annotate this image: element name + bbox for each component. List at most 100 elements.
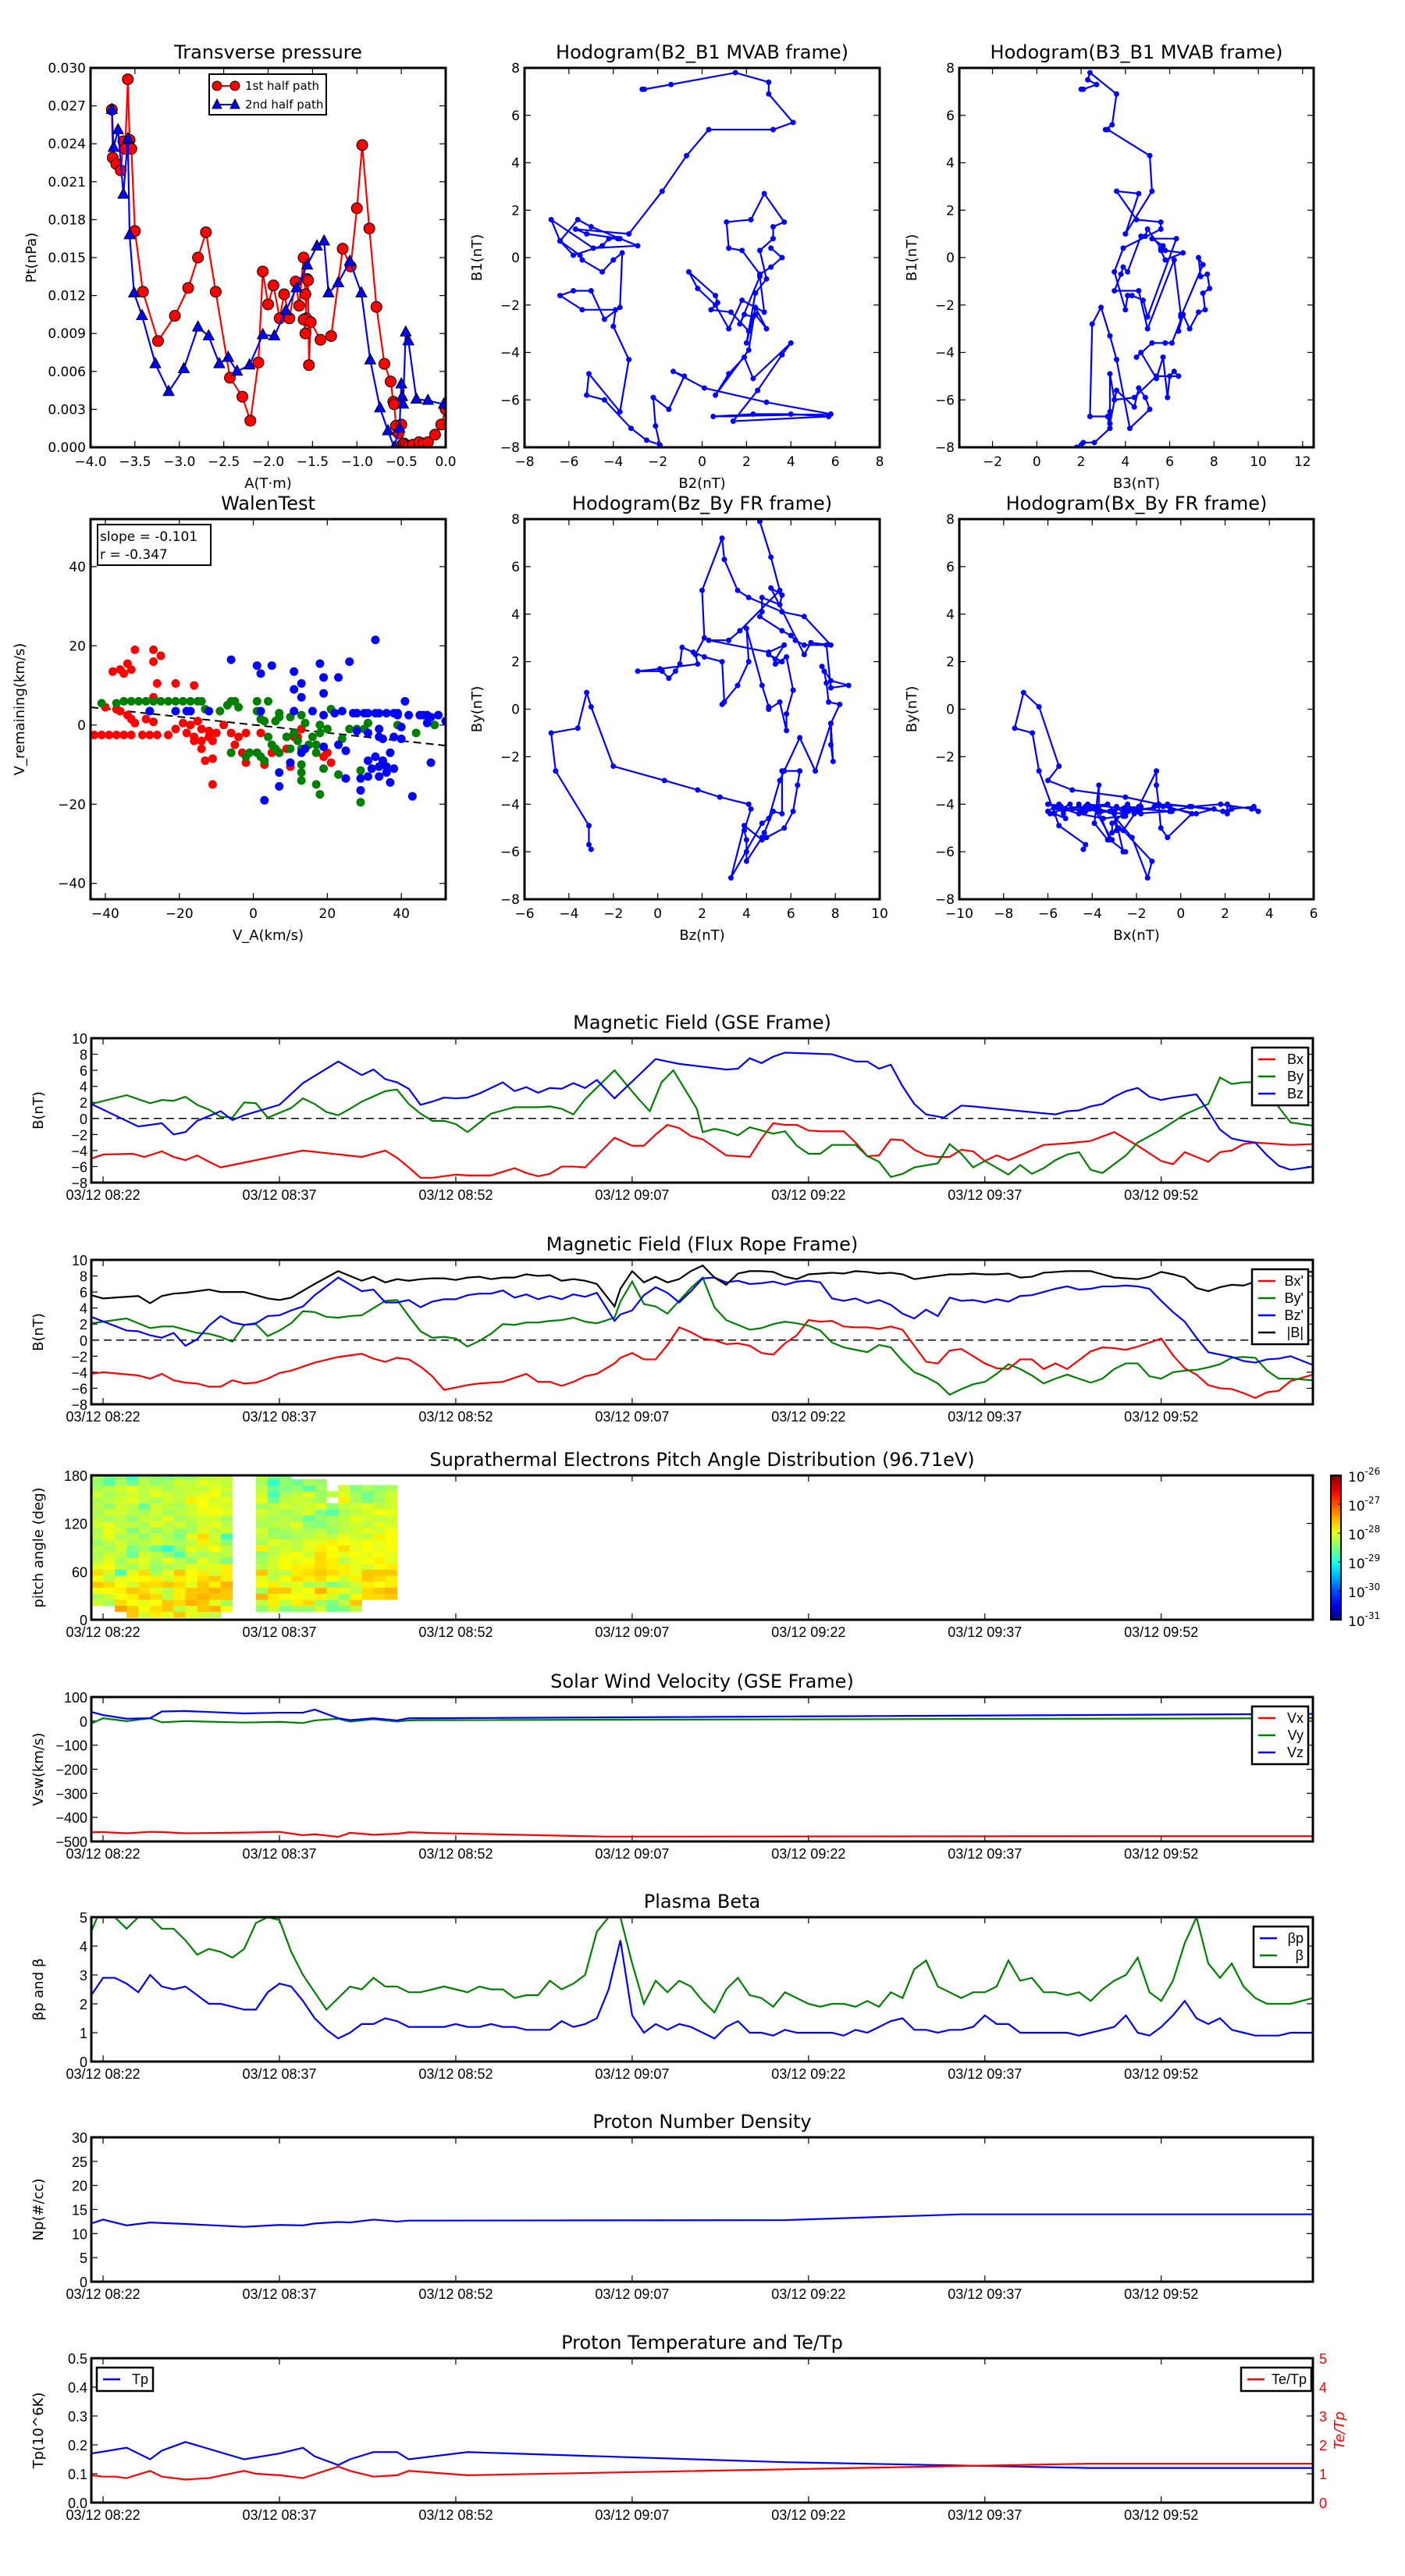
heatmap-cell <box>361 1527 375 1534</box>
heatmap-cell <box>303 1587 315 1594</box>
heatmap-cell <box>115 1527 127 1534</box>
heatmap-cell <box>326 1575 339 1582</box>
x-tick-label: −8 <box>514 454 534 470</box>
heatmap-cell <box>220 1503 233 1510</box>
heatmap-cell <box>103 1503 116 1510</box>
heatmap-cell <box>338 1496 350 1504</box>
heatmap-cell <box>150 1587 162 1594</box>
heatmap-cell <box>385 1575 398 1582</box>
data-point <box>279 303 293 315</box>
heatmap-cell <box>267 1593 280 1600</box>
data-point <box>264 732 272 742</box>
data-point <box>742 311 748 318</box>
heatmap-cell <box>103 1557 116 1564</box>
data-point <box>548 730 554 736</box>
data-point <box>677 661 683 667</box>
data-point <box>119 696 129 706</box>
heatmap-cell <box>361 1514 375 1522</box>
heatmap-cell <box>103 1496 116 1504</box>
data-point <box>768 245 774 251</box>
data-point <box>222 350 235 362</box>
heatmap-cell <box>255 1569 269 1576</box>
data-point <box>311 748 321 757</box>
heatmap-cell <box>361 1491 375 1498</box>
data-point <box>1195 309 1201 315</box>
data-point <box>205 706 214 716</box>
data-point <box>695 285 701 291</box>
heatmap-cell <box>315 1503 327 1510</box>
data-point <box>1036 703 1042 710</box>
x-tick-label: 2 <box>1077 454 1086 470</box>
heatmap-cell <box>150 1533 162 1540</box>
y-tick-label: 10 <box>72 2226 87 2242</box>
legend-marker <box>212 80 222 91</box>
heatmap-cell <box>115 1491 127 1498</box>
heatmap-cell <box>138 1581 151 1588</box>
heatmap-cell <box>126 1569 139 1576</box>
y-tick-label: −4 <box>71 1365 87 1381</box>
panel-mag-fr: Magnetic Field (Flux Rope Frame) 03/12 08… <box>30 1233 1314 1425</box>
data-point <box>234 703 244 712</box>
heatmap-cell <box>115 1514 127 1522</box>
data-point <box>574 725 581 731</box>
data-point <box>337 706 347 716</box>
heatmap-cell <box>338 1503 350 1510</box>
x-tick-label: 03/12 09:37 <box>948 1624 1022 1640</box>
series-line-Bz <box>91 1051 1313 1171</box>
data-point <box>241 758 251 767</box>
heatmap-cell <box>103 1593 116 1600</box>
data-point <box>823 642 830 648</box>
data-point <box>367 764 376 774</box>
data-point <box>759 837 765 843</box>
heatmap-cell <box>138 1563 151 1570</box>
data-point <box>437 397 446 409</box>
data-point <box>1051 803 1058 809</box>
data-point <box>393 421 406 433</box>
x-tick-label: 03/12 08:52 <box>418 2286 493 2302</box>
x-tick-label: −4.0 <box>74 454 106 470</box>
data-point <box>326 758 336 767</box>
data-point <box>256 327 269 340</box>
legend-label: By' <box>1285 1290 1304 1306</box>
heatmap-cell <box>279 1563 292 1570</box>
heatmap-cell <box>138 1491 151 1498</box>
data-point <box>116 706 125 716</box>
x-tick-label: −1.5 <box>297 454 329 470</box>
data-point <box>130 645 140 654</box>
heatmap-cell <box>315 1551 327 1558</box>
heatmap-cell <box>173 1551 187 1558</box>
data-point <box>1112 808 1118 814</box>
data-point <box>275 781 284 791</box>
y-tick-label: −500 <box>55 1834 87 1850</box>
heatmap-cell <box>138 1527 151 1534</box>
heatmap-cell <box>315 1593 327 1600</box>
heatmap-cell <box>255 1599 269 1606</box>
data-point <box>97 730 106 739</box>
colorbar-tick-label: 10-26 <box>1348 1466 1380 1485</box>
x-tick-label: −8 <box>994 906 1013 922</box>
heatmap-cell <box>126 1509 139 1516</box>
heatmap-cell <box>185 1545 198 1552</box>
heatmap-cell <box>115 1563 127 1570</box>
data-point <box>745 328 752 334</box>
heatmap-cell <box>220 1478 233 1485</box>
data-point <box>397 397 410 409</box>
data-point <box>606 236 612 242</box>
legend-label: β <box>1296 1948 1304 1963</box>
data-point <box>336 243 349 255</box>
x-tick-label: 03/12 09:22 <box>771 2507 845 2523</box>
data-point <box>808 639 814 646</box>
y-tick-label: 2 <box>511 203 520 219</box>
heatmap-cell <box>115 1503 127 1510</box>
data-point <box>297 760 306 770</box>
chart-title: Hodogram(B3_B1 MVAB frame) <box>991 41 1283 63</box>
heatmap-cell <box>126 1485 139 1492</box>
heatmap-cell <box>150 1514 162 1522</box>
series-line- <box>91 1917 1313 2014</box>
x-tick-label: −6 <box>559 454 578 470</box>
y-tick-label: 0 <box>80 2275 87 2290</box>
data-point <box>1087 806 1093 812</box>
data-point <box>735 682 741 688</box>
heatmap-cell <box>315 1485 327 1492</box>
